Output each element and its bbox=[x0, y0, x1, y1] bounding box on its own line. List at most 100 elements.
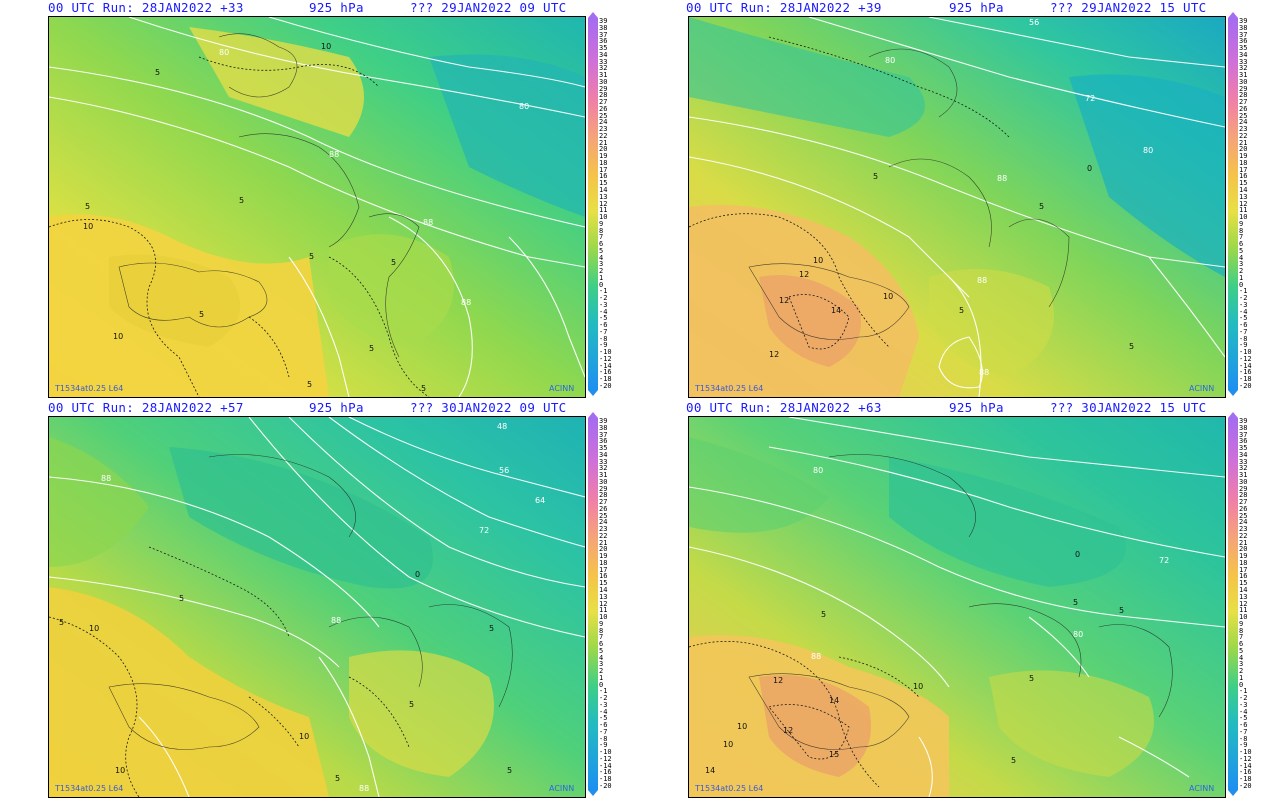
colorbar-tick-label: 34 bbox=[1239, 450, 1248, 459]
contour-label: 5 bbox=[489, 624, 494, 633]
map-canvas: 80 80 88 88 88 10 5 5 5 10 5 10 5 5 5 5 … bbox=[48, 16, 586, 398]
colorbar-tick-label: 35 bbox=[599, 444, 608, 453]
colorbar-tick-label: 0 bbox=[1239, 280, 1244, 289]
contour-label: 10 bbox=[813, 256, 823, 265]
colorbar-tick-label: -1 bbox=[1239, 287, 1248, 296]
colorbar-tick-label: 3 bbox=[1239, 660, 1244, 669]
panel-3: 00 UTC Run: 28JAN2022 +57 925 hPa ??? 30… bbox=[46, 400, 636, 800]
panel-header: 00 UTC Run: 28JAN2022 +57 925 hPa ??? 30… bbox=[46, 400, 636, 416]
colorbar-tick-label: -8 bbox=[599, 334, 608, 343]
colorbar-tick-label: 8 bbox=[599, 626, 604, 635]
colorbar-tick-label: 7 bbox=[599, 233, 604, 242]
colorbar-tick-label: 20 bbox=[1239, 545, 1248, 554]
colorbar-tick-label: 37 bbox=[599, 430, 608, 439]
contour-label: 88 bbox=[461, 298, 471, 307]
contour-label: 5 bbox=[873, 172, 878, 181]
colorbar-tick-label: 2 bbox=[1239, 667, 1244, 676]
panel-header: 00 UTC Run: 28JAN2022 +39 925 hPa ??? 29… bbox=[686, 0, 1276, 16]
colorbar-tick-label: 22 bbox=[599, 131, 608, 140]
colorbar-tick-label: 6 bbox=[599, 640, 604, 649]
colorbar-tick-label: 8 bbox=[1239, 626, 1244, 635]
colorbar-tick-label: 19 bbox=[599, 152, 608, 161]
contour-label: 80 bbox=[519, 102, 529, 111]
contour-label: 12 bbox=[779, 296, 789, 305]
temperature-map: 48 56 64 72 88 88 88 0 5 5 10 10 5 10 5 … bbox=[49, 417, 585, 797]
contour-label: 80 bbox=[885, 56, 895, 65]
colorbar-tick-label: 34 bbox=[599, 450, 608, 459]
contour-label: 72 bbox=[1085, 94, 1095, 103]
colorbar-tick-label: 30 bbox=[1239, 477, 1248, 486]
contour-label: 56 bbox=[1029, 18, 1039, 27]
colorbar-tick-label: 7 bbox=[1239, 633, 1244, 642]
colorbar-tick-label: 0 bbox=[1239, 680, 1244, 689]
contour-label: 10 bbox=[723, 740, 733, 749]
colorbar-tick-label: -2 bbox=[599, 294, 608, 303]
colorbar-gradient bbox=[588, 418, 598, 790]
colorbar-tick-label: 14 bbox=[599, 185, 608, 194]
panel-header: 00 UTC Run: 28JAN2022 +33 925 hPa ??? 29… bbox=[46, 0, 636, 16]
colorbar-tick-label: 11 bbox=[1239, 606, 1248, 615]
colorbar-tick-label: -18 bbox=[599, 775, 612, 784]
contour-label: 5 bbox=[199, 310, 204, 319]
colorbar-tick-label: 21 bbox=[599, 138, 608, 147]
map-canvas: 48 56 64 72 88 88 88 0 5 5 10 10 5 10 5 … bbox=[48, 416, 586, 798]
contour-label: 10 bbox=[89, 624, 99, 633]
colorbar-tick-label: -1 bbox=[599, 287, 608, 296]
colorbar-tick-label: -16 bbox=[599, 768, 612, 777]
contour-label: 5 bbox=[1073, 598, 1078, 607]
valid-time-label: ??? 30JAN2022 15 UTC bbox=[1050, 400, 1207, 415]
contour-label: 10 bbox=[913, 682, 923, 691]
temperature-map: 56 80 72 80 88 88 88 0 5 5 10 12 10 12 1… bbox=[689, 17, 1225, 397]
acinn-label: ACINN bbox=[1189, 384, 1214, 393]
colorbar-tick-label: 11 bbox=[599, 606, 608, 615]
contour-label: 5 bbox=[309, 252, 314, 261]
colorbar-tick-label: 7 bbox=[599, 633, 604, 642]
contour-label: 5 bbox=[1039, 202, 1044, 211]
colorbar-tick-label: 10 bbox=[599, 613, 608, 622]
colorbar-gradient bbox=[1228, 18, 1238, 390]
colorbar-tick-label: 39 bbox=[1239, 17, 1248, 25]
colorbar-tick-label: 23 bbox=[599, 125, 608, 134]
colorbar-tick-label: 24 bbox=[599, 118, 608, 127]
colorbar-tick-label: 17 bbox=[599, 565, 608, 574]
contour-label: 88 bbox=[997, 174, 1007, 183]
colorbar-tick-label: 1 bbox=[599, 273, 604, 282]
colorbar-tick-label: 1 bbox=[1239, 273, 1244, 282]
colorbar-tick-label: -10 bbox=[599, 348, 612, 357]
colorbar-tick-label: -3 bbox=[599, 700, 608, 709]
contour-label: 5 bbox=[1029, 674, 1034, 683]
colorbar-tick-label: -3 bbox=[599, 300, 608, 309]
contour-label: 5 bbox=[959, 306, 964, 315]
colorbar-tick-label: 4 bbox=[1239, 653, 1244, 662]
contour-label: 88 bbox=[359, 784, 369, 793]
colorbar-tick-label: 21 bbox=[1239, 538, 1248, 547]
colorbar-tick-label: 20 bbox=[599, 545, 608, 554]
contour-label: 14 bbox=[831, 306, 841, 315]
colorbar-tick-label: 8 bbox=[1239, 226, 1244, 235]
contour-label: 80 bbox=[1073, 630, 1083, 639]
colorbar-tick-label: -6 bbox=[1239, 721, 1248, 730]
colorbar-tick-label: -6 bbox=[1239, 321, 1248, 330]
contour-label: 88 bbox=[423, 218, 433, 227]
colorbar-tick-label: 12 bbox=[1239, 599, 1248, 608]
colorbar-tick-label: 26 bbox=[599, 104, 608, 113]
level-label: 925 hPa bbox=[949, 0, 1004, 15]
contour-label: 0 bbox=[1075, 550, 1080, 559]
colorbar-tick-label: 28 bbox=[599, 491, 608, 500]
contour-label: 15 bbox=[829, 750, 839, 759]
colorbar-tick-label: 6 bbox=[1239, 240, 1244, 249]
contour-label: 88 bbox=[811, 652, 821, 661]
colorbar-tick-label: 5 bbox=[1239, 246, 1244, 255]
colorbar-tick-label: -9 bbox=[599, 341, 608, 350]
colorbar-tick-label: 13 bbox=[599, 192, 608, 201]
colorbar-tick-label: 23 bbox=[1239, 525, 1248, 534]
colorbar-tick-label: 0 bbox=[599, 680, 604, 689]
contour-label: 5 bbox=[239, 196, 244, 205]
colorbar-tick-label: 19 bbox=[1239, 552, 1248, 561]
colorbar-tick-label: 3 bbox=[599, 260, 604, 269]
colorbar-tick-label: -14 bbox=[1239, 761, 1252, 770]
colorbar-labels: 39 38 37 36 35 34 33 32 31 30 29 28 27 26 25 24 23 22 21 20… bbox=[599, 418, 623, 790]
contour-label: 88 bbox=[977, 276, 987, 285]
colorbar: 39 38 37 36 35 34 33 32 31 30 29 28 27 26 25 24 23 22 21 20… bbox=[588, 412, 636, 798]
colorbar-tick-label: 3 bbox=[599, 660, 604, 669]
